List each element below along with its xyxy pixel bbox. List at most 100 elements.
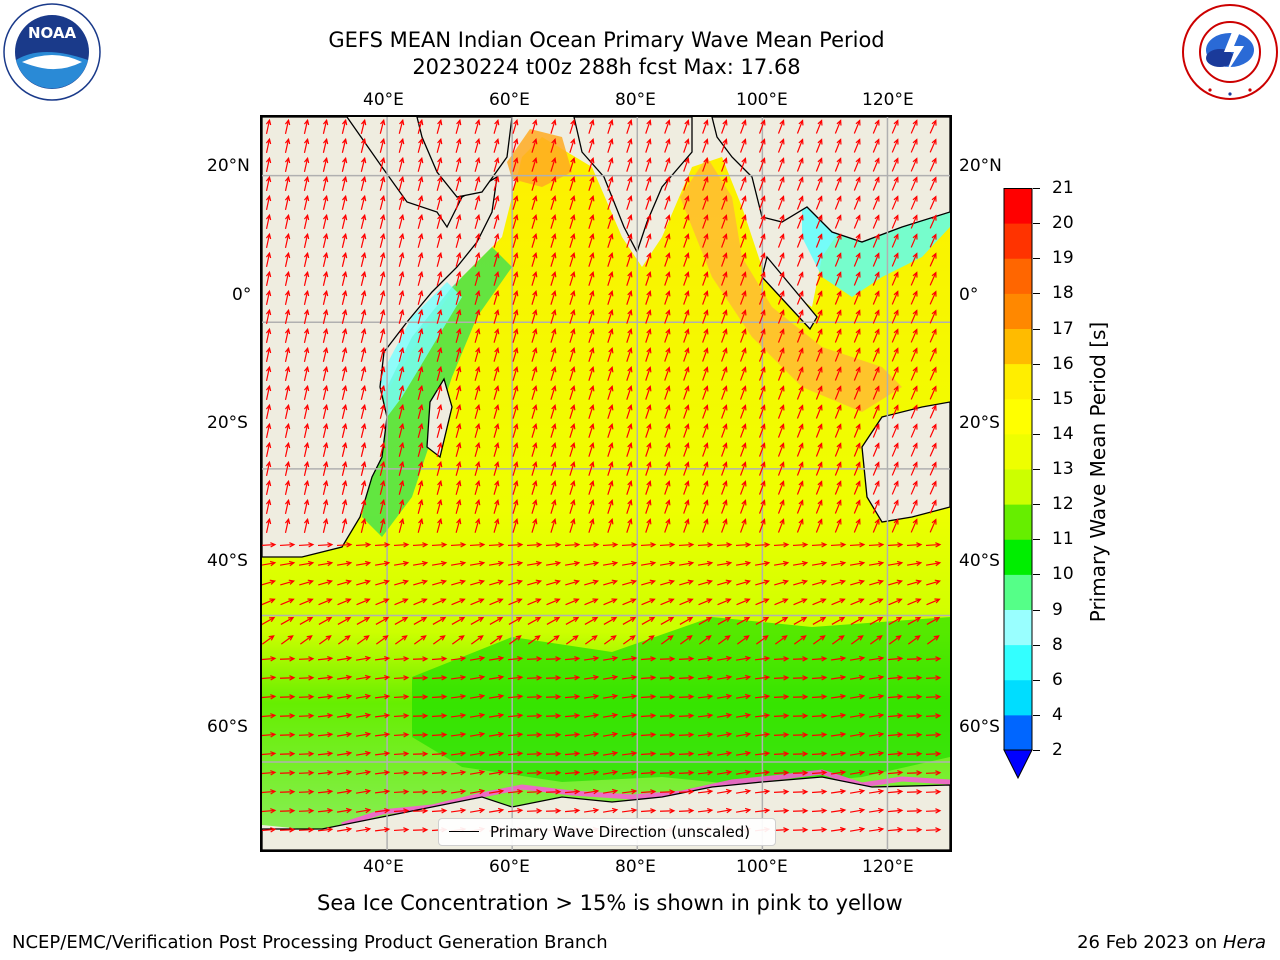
wave-arrow xyxy=(758,233,766,248)
wave-arrow xyxy=(569,518,576,533)
wave-arrow xyxy=(792,713,809,719)
wave-arrow xyxy=(811,789,828,795)
wave-arrow xyxy=(474,175,481,191)
wave-arrow xyxy=(702,252,709,267)
wave-arrow xyxy=(853,385,861,400)
wave-arrow xyxy=(736,579,752,586)
wave-arrow xyxy=(379,308,386,324)
wave-arrow xyxy=(891,309,899,324)
wave-arrow xyxy=(588,214,595,229)
wave-arrow xyxy=(341,498,348,514)
wave-arrow xyxy=(702,214,709,229)
wave-arrow xyxy=(735,674,752,681)
wave-arrow xyxy=(777,328,785,343)
wave-arrow xyxy=(910,385,918,400)
wave-arrow xyxy=(336,712,353,719)
colorbar-segment xyxy=(1004,363,1032,400)
wave-arrow xyxy=(664,461,671,476)
wave-arrow xyxy=(493,517,500,533)
wave-arrow xyxy=(455,118,462,134)
wave-arrow xyxy=(811,713,828,719)
wave-arrow xyxy=(758,347,766,362)
wave-arrow xyxy=(754,674,771,681)
wave-arrow xyxy=(796,252,804,267)
wave-arrow xyxy=(683,233,690,248)
wave-arrow xyxy=(550,156,557,172)
wave-arrow xyxy=(796,518,804,533)
wave-arrow xyxy=(887,751,904,757)
wave-arrow xyxy=(469,542,486,548)
wave-arrow xyxy=(773,694,790,700)
wave-arrow xyxy=(436,460,443,476)
wave-arrow xyxy=(455,289,462,305)
noaa-logo-text: NOAA xyxy=(28,24,77,42)
wave-arrow xyxy=(545,732,562,738)
wave-arrow xyxy=(360,441,367,457)
wave-arrow xyxy=(569,499,576,514)
wave-arrow xyxy=(831,635,845,645)
wave-arrow xyxy=(280,560,296,567)
wave-arrow xyxy=(660,579,676,586)
lat-tick-right: 20°N xyxy=(959,156,1002,176)
wave-arrow xyxy=(868,712,885,719)
wave-arrow xyxy=(355,807,372,814)
wave-arrow xyxy=(793,579,809,586)
lon-tick-bottom: 120°E xyxy=(862,857,914,877)
wave-arrow xyxy=(811,770,828,776)
wave-arrow xyxy=(355,731,372,738)
wave-arrow xyxy=(831,560,847,567)
wave-arrow xyxy=(550,251,557,267)
wave-arrow xyxy=(626,366,633,381)
wave-arrow xyxy=(398,118,405,134)
wave-arrow xyxy=(531,384,538,400)
wave-arrow xyxy=(721,214,728,229)
wave-arrow xyxy=(891,176,899,191)
wave-arrow xyxy=(887,542,904,548)
wave-arrow xyxy=(322,422,329,438)
wave-arrow xyxy=(470,769,486,776)
wave-arrow xyxy=(640,694,657,700)
colorbar-segment xyxy=(1004,293,1032,329)
wave-arrow xyxy=(626,347,633,362)
wave-arrow xyxy=(702,423,709,438)
wave-arrow xyxy=(621,731,638,738)
wave-arrow xyxy=(265,441,272,457)
wave-arrow xyxy=(721,195,728,210)
wave-arrow xyxy=(622,579,638,586)
wave-arrow xyxy=(545,751,562,757)
wave-arrow xyxy=(417,441,424,457)
colorbar-tick-mark xyxy=(1033,750,1040,751)
wave-arrow xyxy=(507,694,524,700)
wave-arrow xyxy=(379,517,386,533)
wave-arrow xyxy=(621,807,638,814)
wave-arrow xyxy=(526,656,543,662)
wave-arrow xyxy=(758,366,766,381)
wave-arrow xyxy=(872,309,880,324)
wave-arrow xyxy=(754,693,771,700)
wave-arrow xyxy=(488,807,505,814)
wave-arrow xyxy=(645,347,652,362)
wave-arrow xyxy=(512,194,519,210)
wave-arrow xyxy=(773,732,790,738)
wave-arrow xyxy=(374,807,391,814)
wave-arrow xyxy=(455,422,462,438)
wave-arrow xyxy=(607,442,614,457)
wave-arrow xyxy=(721,309,728,324)
wave-arrow xyxy=(888,579,904,586)
wave-arrow xyxy=(303,137,310,153)
wave-arrow xyxy=(583,674,600,681)
wave-arrow xyxy=(868,807,885,814)
wave-arrow xyxy=(455,194,462,210)
wave-arrow xyxy=(318,560,334,567)
wave-arrow xyxy=(887,808,904,814)
wave-arrow xyxy=(584,579,600,586)
wave-arrow xyxy=(526,789,543,795)
wave-arrow xyxy=(850,693,866,700)
wave-arrow xyxy=(645,461,652,476)
wave-arrow xyxy=(298,732,315,738)
wave-arrow xyxy=(265,232,272,248)
wave-arrow xyxy=(679,560,695,567)
wave-arrow xyxy=(488,788,505,795)
wave-arrow xyxy=(834,138,842,153)
wave-arrow xyxy=(678,732,695,738)
